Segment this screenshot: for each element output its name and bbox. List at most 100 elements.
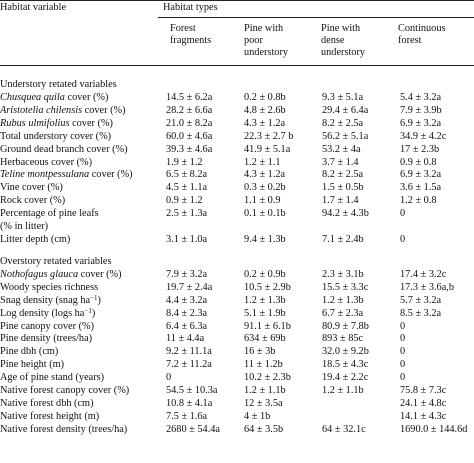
- section-gap: [0, 247, 474, 254]
- table-row: Ground dead branch cover (%) 39.3 ± 4.6a 4…: [0, 144, 474, 157]
- col-pine-dense-l3: understory: [321, 47, 366, 58]
- row-label: Log density (logs ha−1): [0, 306, 166, 321]
- col-pine-poor-l3: understory: [244, 47, 289, 58]
- row-label-main: Rubus ulmifolius: [0, 117, 70, 129]
- value-cell: 19.7 ± 2.4a: [166, 281, 213, 293]
- row-label-main: Rock cover (%): [0, 195, 66, 207]
- value-cell: 0: [400, 333, 406, 345]
- value-cell: 0.2 ± 0.8b: [244, 92, 286, 103]
- row-label-rest: cover (%): [89, 169, 133, 181]
- row-label: Litter depth (cm): [0, 234, 166, 247]
- value-cell: 32.0 ± 9.2b: [322, 346, 369, 358]
- row-label-main: (% in litter): [0, 221, 49, 233]
- row-label: Native forest canopy cover (%): [0, 385, 166, 398]
- row-label: Total understory cover (%): [0, 131, 166, 144]
- row-label: Rubus ulmifolius cover (%): [0, 118, 166, 131]
- row-label-sup: −1: [84, 306, 92, 315]
- value-cell: 2.5 ± 1.3a: [166, 208, 208, 220]
- value-cell: 4.8 ± 2.6b: [244, 104, 286, 116]
- value-cell: 16 ± 3b: [244, 346, 276, 358]
- row-label: Woody species richness: [0, 282, 166, 295]
- table-body: Understory retated variables Chusquea qui…: [0, 77, 474, 437]
- value-cell: 1690.0 ± 144.6d: [400, 423, 468, 435]
- value-cell: 0: [400, 208, 406, 220]
- value-cell: 39.3 ± 4.6a: [166, 143, 213, 155]
- row-label-main: Teline montpessulana: [0, 169, 90, 181]
- value-cell: 0: [400, 346, 406, 358]
- value-cell: 94.2 ± 4.3b: [322, 208, 369, 220]
- table-row: Pine dbh (cm) 9.2 ± 11.1a 16 ± 3b 32.0 ± 9.…: [0, 346, 474, 359]
- col-pine-dense-l1: Pine with: [321, 23, 361, 34]
- value-cell: 1.5 ± 0.5b: [322, 182, 364, 194]
- value-cell: 4.5 ± 1.1a: [166, 182, 208, 194]
- row-label-main: Aristotelia chilensis: [0, 104, 83, 116]
- value-cell: 0.2 ± 0.9b: [244, 268, 286, 280]
- value-cell: 18.5 ± 4.3c: [322, 359, 369, 371]
- value-cell: 10.2 ± 2.3b: [244, 372, 291, 384]
- value-cell: 19.4 ± 2.2c: [322, 372, 369, 384]
- value-cell: 2.3 ± 3.1b: [322, 268, 364, 280]
- row-label-main: Native forest dbh (cm): [0, 397, 94, 409]
- value-cell: 2680 ± 54.4a: [166, 423, 220, 435]
- value-cell: [322, 221, 400, 234]
- value-cell: 8.2 ± 2.5a: [322, 169, 364, 181]
- value-cell: 0: [400, 372, 406, 384]
- value-cell: 17 ± 2.3b: [400, 143, 440, 155]
- table-row: Snag density (snag ha−1) 4.4 ± 3.2a 1.2 ± …: [0, 294, 474, 308]
- table-row: Chusquea quila cover (%) 14.5 ± 6.2a 0.2 ±…: [0, 92, 474, 105]
- col-forest-fragments-l2: fragments: [170, 35, 212, 46]
- table-row: Percentage of pine leafs 2.5 ± 1.3a 0.1 ± …: [0, 208, 474, 221]
- value-cell: 9.3 ± 5.1a: [322, 92, 364, 103]
- value-cell: 4 ± 1b: [244, 410, 271, 422]
- table-row: Total understory cover (%) 60.0 ± 4.6a 22.…: [0, 131, 474, 144]
- value-cell: 17.4 ± 3.2c: [400, 268, 447, 280]
- row-label: Vine cover (%): [0, 182, 166, 195]
- value-cell: 1.9 ± 1.2: [166, 156, 203, 168]
- value-cell: 6.7 ± 2.3a: [322, 307, 364, 319]
- value-cell: 80.9 ± 7.8b: [322, 320, 369, 332]
- row-label-main: Age of pine stand (years): [0, 372, 105, 384]
- row-label: Pine canopy cover (%): [0, 321, 166, 334]
- value-cell: 41.9 ± 5.1a: [244, 143, 291, 155]
- row-label-rest: cover (%): [78, 268, 122, 280]
- value-cell: 34.9 ± 4.2c: [400, 130, 447, 142]
- table-row: Log density (logs ha−1) 8.4 ± 2.3a 5.1 ± 1…: [0, 306, 474, 321]
- value-cell: 29.4 ± 6.4a: [322, 104, 369, 116]
- header-bottom-rule: [0, 65, 474, 66]
- value-cell: 4.3 ± 1.2a: [244, 169, 286, 181]
- table-row: Rubus ulmifolius cover (%) 21.0 ± 8.2a 4.3…: [0, 118, 474, 131]
- table-row: Vine cover (%) 4.5 ± 1.1a 0.3 ± 0.2b 1.5 ± …: [0, 182, 474, 195]
- value-cell: [322, 398, 400, 411]
- section-title: Overstory retated variables: [0, 255, 112, 267]
- row-label-main: Pine canopy cover (%): [0, 320, 95, 332]
- value-cell: 8.5 ± 3.2a: [400, 307, 442, 319]
- value-cell: 91.1 ± 6.1b: [244, 320, 291, 332]
- value-cell: 0: [166, 372, 172, 384]
- row-label-main: Native forest density (trees/ha): [0, 423, 128, 435]
- row-label: Aristotelia chilensis cover (%): [0, 105, 166, 118]
- table-row: Rock cover (%) 0.9 ± 1.2 1.1 ± 0.9 1.7 ± 1.…: [0, 195, 474, 208]
- row-label-main: Litter depth (cm): [0, 233, 71, 245]
- table-row: Native forest canopy cover (%) 54.5 ± 10.…: [0, 385, 474, 398]
- row-label-main: Herbaceous cover (%): [0, 156, 93, 168]
- row-label-rest: cover (%): [64, 92, 109, 103]
- row-label: Snag density (snag ha−1): [0, 294, 166, 308]
- value-cell: 1.7 ± 1.4: [322, 195, 359, 207]
- row-label-main: Pine height (m): [0, 359, 65, 371]
- row-label: (% in litter): [0, 221, 166, 234]
- row-label-main: Vine cover (%): [0, 182, 63, 194]
- table-row: Age of pine stand (years) 0 10.2 ± 2.3b 19.…: [0, 372, 474, 385]
- value-cell: 9.4 ± 1.3b: [244, 233, 286, 245]
- value-cell: 60.0 ± 4.6a: [166, 130, 213, 142]
- table-row: Aristotelia chilensis cover (%) 28.2 ± 6.…: [0, 105, 474, 118]
- section-header-row: Overstory retated variables: [0, 254, 474, 269]
- value-cell: 21.0 ± 8.2a: [166, 117, 213, 129]
- value-cell: 28.2 ± 6.6a: [166, 104, 213, 116]
- value-cell: 0.9 ± 0.8: [400, 156, 437, 168]
- row-label: Age of pine stand (years): [0, 372, 166, 385]
- row-label-main: Total understory cover (%): [0, 130, 112, 142]
- table-row: Pine density (trees/ha) 11 ± 4.4a 634 ± 69…: [0, 333, 474, 346]
- value-cell: 5.4 ± 3.2a: [400, 92, 442, 103]
- value-cell: 0: [400, 233, 406, 245]
